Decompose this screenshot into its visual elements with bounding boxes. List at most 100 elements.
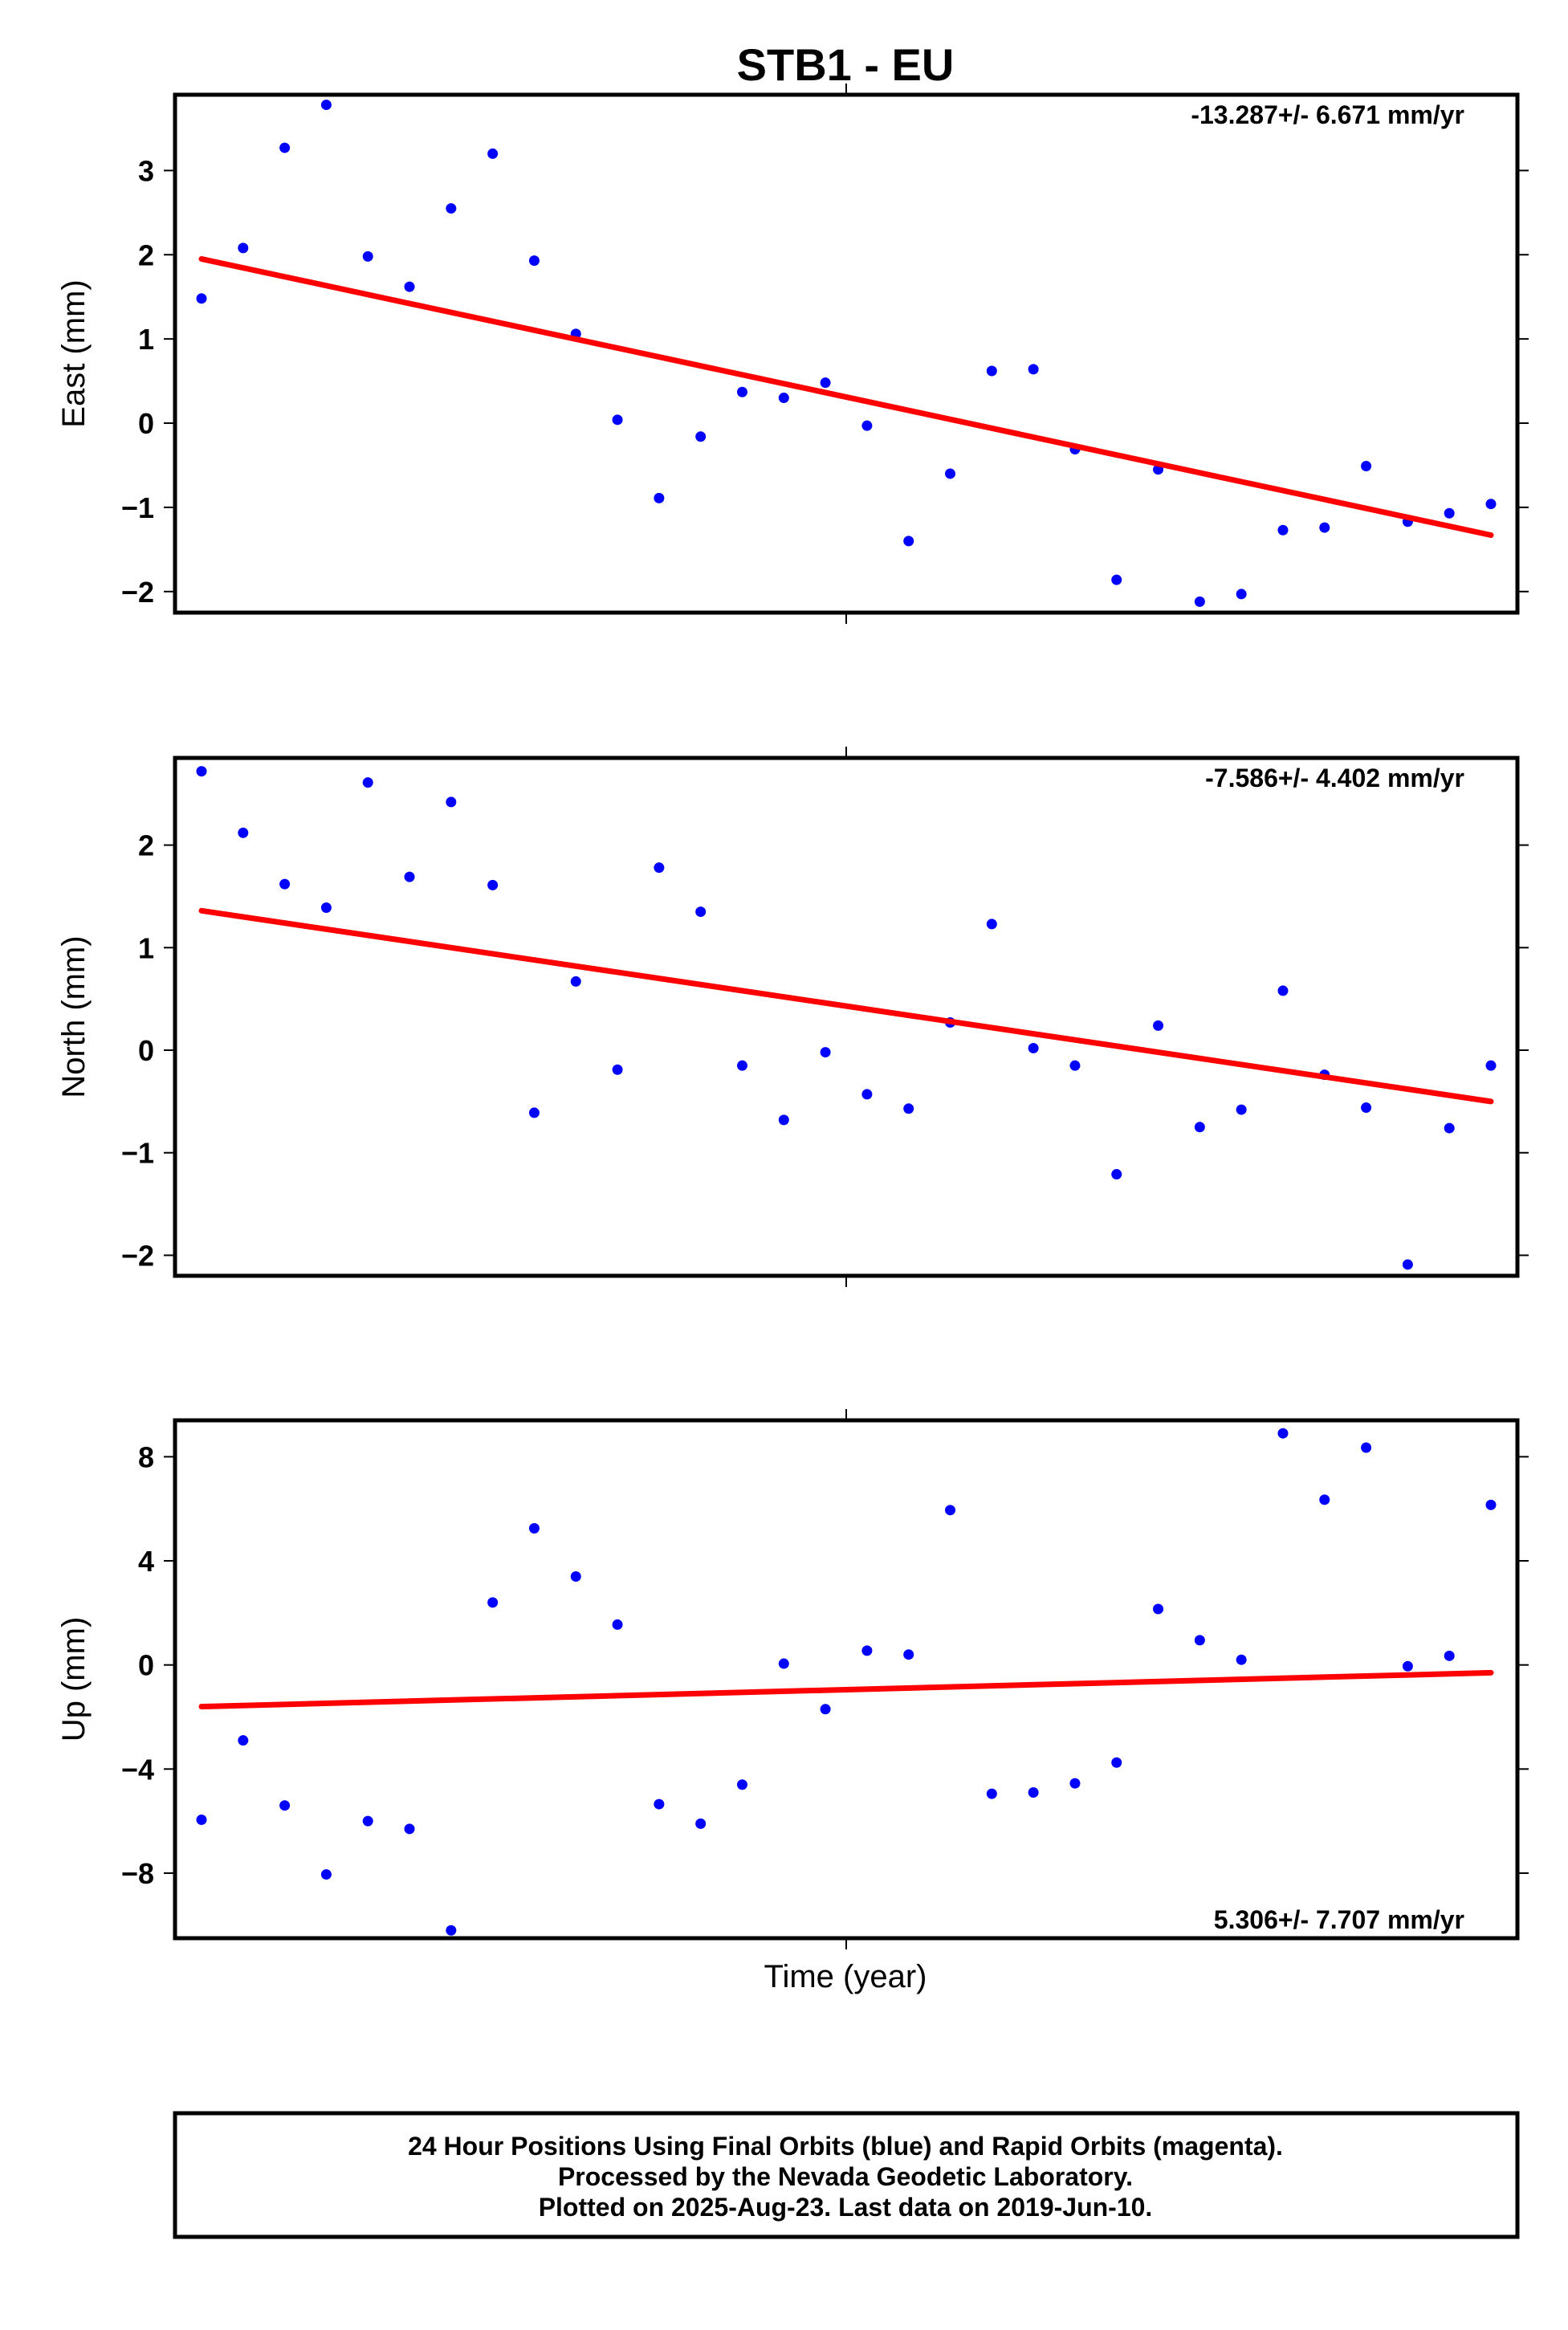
footer-line-2: Processed by the Nevada Geodetic Laborat… — [558, 2162, 1133, 2191]
up-data-point — [320, 1869, 332, 1880]
north-data-point — [238, 827, 249, 838]
north-data-point — [736, 1060, 747, 1071]
north-data-point — [1236, 1104, 1247, 1115]
footer-line-1: 24 Hour Positions Using Final Orbits (bl… — [408, 2132, 1283, 2161]
north-ytick-label: 0 — [138, 1034, 154, 1067]
north-ytick-label: 2 — [138, 829, 154, 862]
north-data-point — [1277, 985, 1289, 996]
east-data-point — [1194, 596, 1205, 607]
north-data-point — [279, 878, 291, 890]
north-data-point — [695, 906, 707, 918]
east-data-point — [1277, 524, 1289, 536]
east-data-point — [1319, 522, 1330, 533]
up-data-point — [861, 1645, 873, 1656]
north-data-point — [487, 879, 499, 890]
x-axis-label: Time (year) — [764, 1959, 927, 1994]
north-data-point — [654, 862, 665, 874]
up-ytick-label: −4 — [121, 1753, 154, 1786]
north-data-point — [612, 1064, 623, 1075]
east-data-point — [320, 100, 332, 111]
up-data-point — [1111, 1757, 1122, 1768]
north-ytick-label: 1 — [138, 931, 154, 964]
east-data-point — [654, 492, 665, 503]
footer-box: 24 Hour Positions Using Final Orbits (bl… — [173, 2111, 1520, 2239]
east-y-axis-label: East (mm) — [56, 279, 92, 427]
up-rate-label: 5.306+/- 7.707 mm/yr — [1214, 1905, 1464, 1934]
east-data-point — [362, 251, 373, 262]
east-data-point — [528, 255, 540, 267]
up-y-axis-label: Up (mm) — [56, 1617, 92, 1742]
north-plot-frame — [173, 756, 1520, 1278]
up-data-point — [903, 1649, 914, 1660]
east-data-point — [820, 377, 831, 389]
up-data-point — [1069, 1778, 1081, 1789]
east-data-point — [695, 431, 707, 442]
up-data-point — [570, 1570, 581, 1582]
north-data-point — [404, 871, 415, 882]
north-data-point — [1361, 1102, 1372, 1114]
up-data-point — [1236, 1654, 1247, 1665]
east-panel: 3 2 1 0 −1 −2 East (mm) -13.287+/- 6.671 mm/yr — [56, 84, 1529, 624]
east-data-point — [1028, 364, 1039, 375]
up-data-point — [612, 1619, 623, 1630]
up-data-point — [279, 1800, 291, 1811]
east-data-point — [903, 536, 914, 547]
north-data-point — [903, 1103, 914, 1114]
east-data-point — [487, 148, 499, 159]
up-data-point — [1402, 1660, 1413, 1672]
up-data-point — [945, 1505, 956, 1516]
east-data-point — [1361, 461, 1372, 472]
up-data-point — [1485, 1499, 1497, 1510]
east-data-point — [986, 365, 997, 377]
north-data-point — [570, 976, 581, 987]
up-data-point — [986, 1788, 997, 1799]
east-data-point — [736, 386, 747, 397]
up-ytick-label: 8 — [138, 1440, 154, 1473]
north-data-point — [1028, 1042, 1039, 1053]
east-data-point — [1111, 574, 1122, 585]
up-data-point — [446, 1925, 457, 1936]
north-data-point — [986, 919, 997, 930]
east-data-point — [404, 281, 415, 292]
north-data-point — [820, 1047, 831, 1058]
east-ytick-label: 1 — [138, 323, 154, 356]
up-data-point — [695, 1818, 707, 1829]
east-data-point — [238, 242, 249, 254]
up-panel: 8 4 0 −4 −8 Up (mm) 5.306+/- 7.707 mm/yr — [56, 1409, 1529, 1949]
up-data-point — [820, 1704, 831, 1715]
north-data-point — [196, 766, 207, 777]
east-data-point — [612, 414, 623, 426]
east-data-point — [446, 203, 457, 214]
up-data-point — [1028, 1786, 1039, 1798]
north-data-point — [362, 777, 373, 788]
north-data-point — [320, 902, 332, 913]
north-trend-line — [198, 907, 1494, 1105]
north-data-point — [1111, 1169, 1122, 1180]
north-data-point — [1485, 1060, 1497, 1071]
east-data-point — [778, 393, 789, 404]
north-data-point — [1444, 1122, 1455, 1134]
up-data-point — [736, 1779, 747, 1790]
up-data-point — [1319, 1494, 1330, 1505]
east-data-point — [1444, 507, 1455, 519]
north-data-point — [778, 1114, 789, 1126]
up-data-point — [362, 1815, 373, 1827]
up-data-point — [404, 1823, 415, 1835]
up-trend-line — [198, 1669, 1494, 1710]
up-ytick-label: −8 — [121, 1857, 154, 1890]
up-plot-frame — [173, 1418, 1520, 1941]
east-rate-label: -13.287+/- 6.671 mm/yr — [1191, 100, 1464, 129]
east-data-point — [861, 420, 873, 431]
up-data-point — [1277, 1428, 1289, 1439]
up-data-point — [196, 1815, 207, 1826]
north-data-point — [1194, 1122, 1205, 1133]
east-data-point — [1485, 499, 1497, 510]
up-data-point — [654, 1798, 665, 1810]
north-rate-label: -7.586+/- 4.402 mm/yr — [1205, 764, 1464, 792]
up-data-point — [528, 1523, 540, 1534]
east-ytick-label: −2 — [121, 576, 154, 609]
north-data-point — [861, 1089, 873, 1100]
north-data-point — [446, 796, 457, 808]
up-data-point — [778, 1658, 789, 1669]
